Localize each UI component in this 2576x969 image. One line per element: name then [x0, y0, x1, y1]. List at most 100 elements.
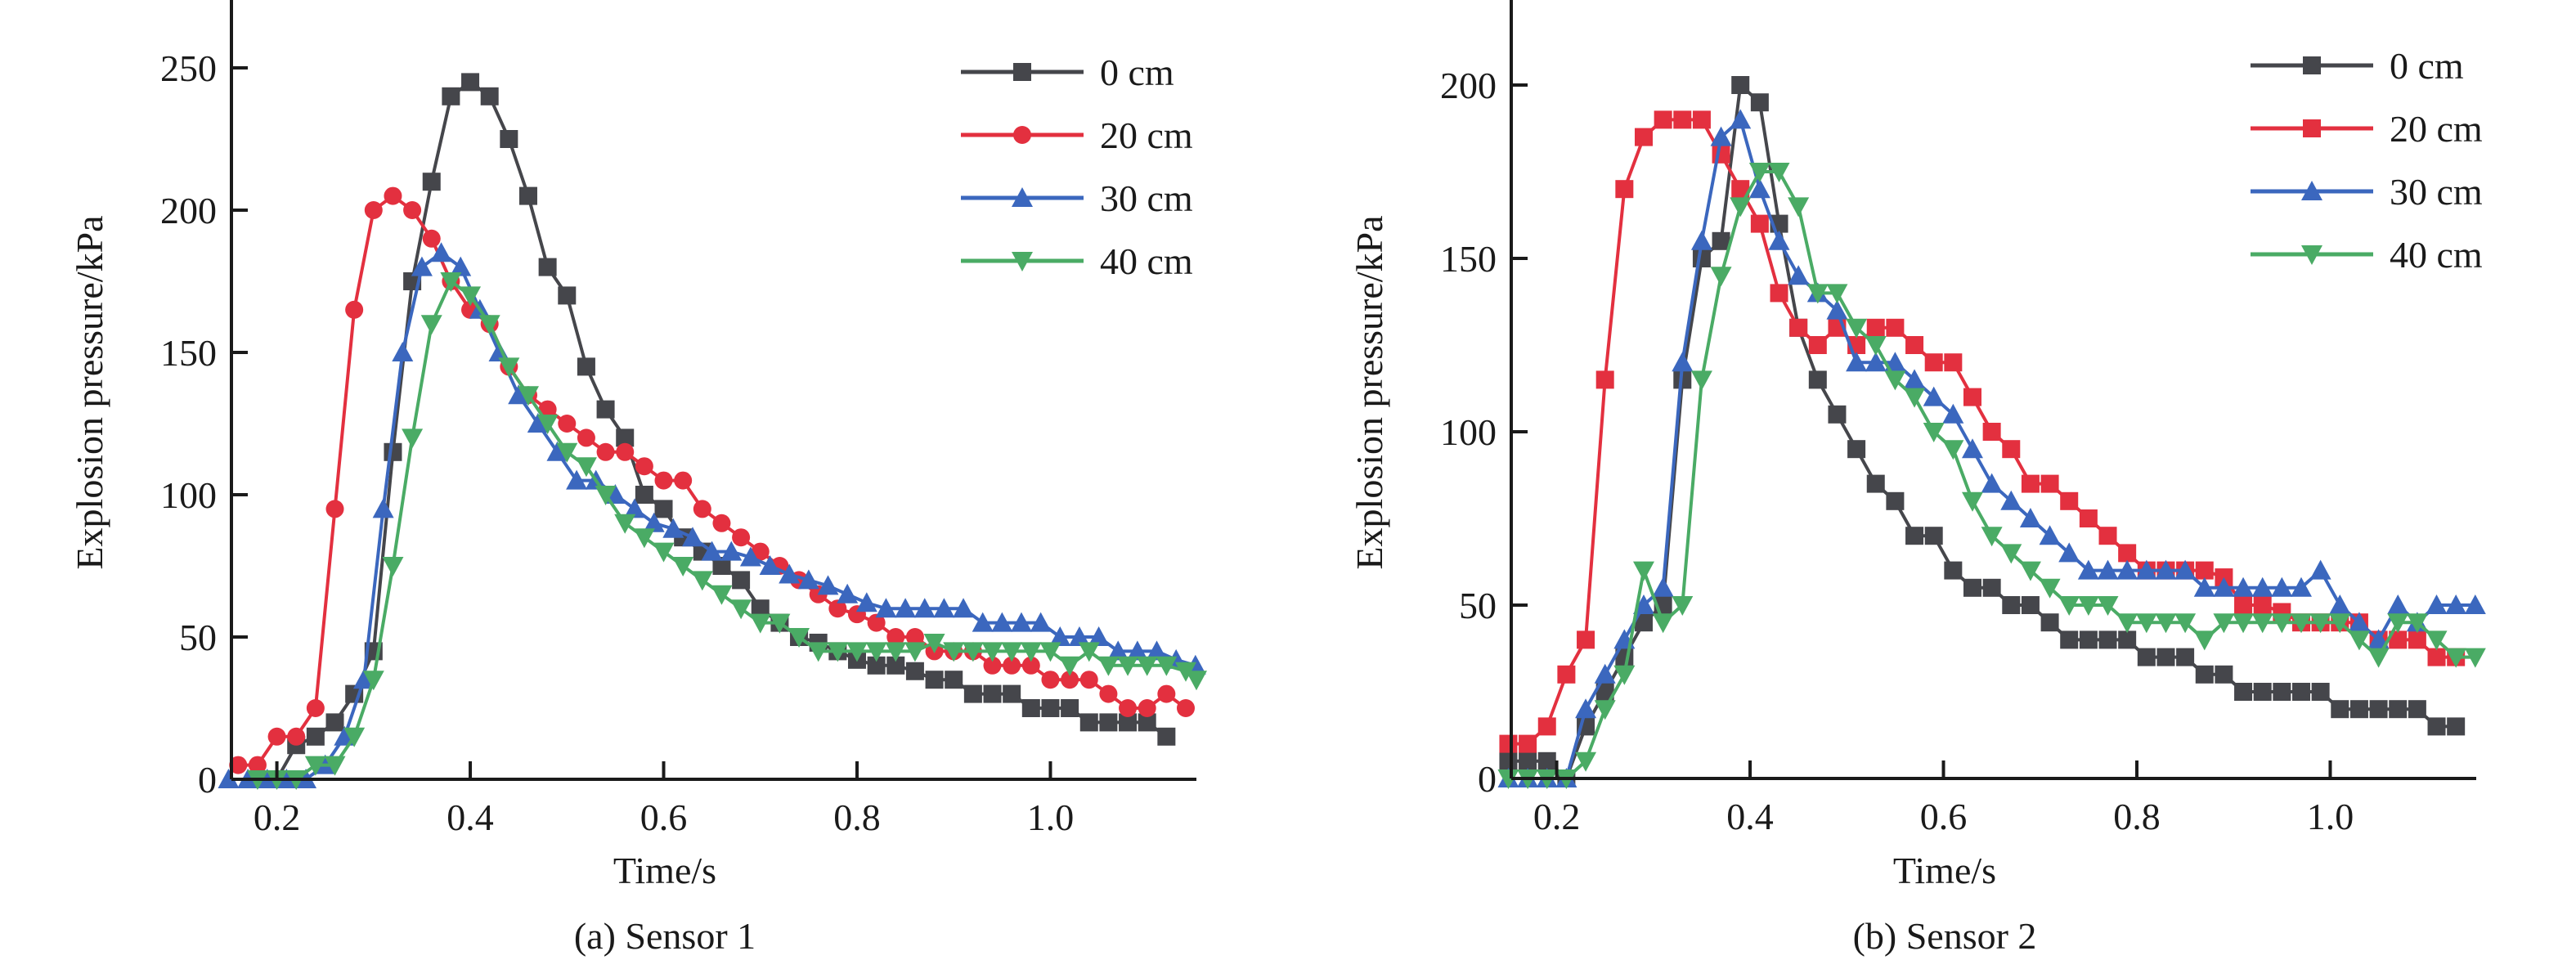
data-point [1847, 440, 1866, 459]
data-point [1886, 491, 1905, 510]
data-point [1003, 656, 1021, 675]
data-point [1961, 438, 1983, 459]
data-point [867, 656, 886, 675]
data-point [1078, 642, 1100, 662]
data-point [2387, 594, 2409, 614]
legend-marker [1012, 187, 1033, 207]
data-point [596, 400, 615, 419]
data-point [2058, 542, 2080, 563]
data-point [1138, 713, 1156, 732]
x-tick-label: 0.4 [1726, 796, 1774, 837]
series-20-cm [229, 186, 1195, 774]
data-point [807, 642, 829, 662]
legend-marker [1013, 63, 1031, 81]
data-point [2329, 613, 2351, 634]
data-point [1001, 642, 1023, 662]
data-point [420, 315, 442, 335]
data-point [566, 469, 588, 490]
data-point [1079, 713, 1098, 732]
legend-item: 40 cm [2251, 234, 2483, 276]
data-point [1828, 405, 1847, 424]
data-point [411, 256, 433, 276]
data-point [2019, 508, 2041, 527]
data-point [2447, 717, 2466, 736]
data-point [2464, 648, 2486, 668]
legend-marker [2303, 56, 2321, 74]
data-point [616, 428, 635, 447]
data-point [498, 357, 520, 378]
data-point [2408, 700, 2426, 719]
data-point [1174, 662, 1196, 682]
data-point [886, 628, 905, 646]
data-point [440, 272, 462, 292]
x-tick-label: 0.8 [2113, 796, 2161, 837]
data-point [2021, 474, 2040, 493]
data-point [372, 498, 394, 518]
data-point [2389, 630, 2408, 649]
data-point [1963, 388, 1981, 406]
x-ticks: 0.2 0.4 0.6 0.8 1.0 [1533, 760, 2354, 837]
data-point [2021, 596, 2040, 614]
data-point [1099, 713, 1118, 732]
data-point [1826, 299, 1848, 320]
data-point [1088, 626, 1110, 646]
y-axis-title: Explosion pressure/kPa [1349, 215, 1390, 569]
data-point [662, 518, 684, 538]
legend-item: 0 cm [961, 52, 1174, 93]
data-point [1156, 656, 1178, 676]
data-point [846, 642, 868, 662]
x-axis-title: Time/s [613, 850, 716, 891]
data-point [1186, 671, 1207, 691]
data-point [1061, 671, 1079, 689]
data-point [1010, 612, 1032, 632]
y-ticks: 0 50 100 150 200 [1440, 65, 1528, 800]
data-point [2060, 491, 2079, 510]
data-point [797, 569, 819, 590]
series-layer [218, 73, 1207, 790]
data-point [2445, 648, 2467, 668]
data-point [2135, 613, 2157, 634]
data-point [1146, 640, 1168, 661]
data-point [287, 727, 306, 746]
data-point [1904, 369, 1926, 389]
data-point [1981, 473, 2003, 493]
data-point [364, 201, 383, 219]
data-point [1652, 613, 1674, 634]
data-point [1710, 126, 1732, 146]
data-point [614, 514, 636, 534]
data-point [933, 598, 955, 618]
data-point [2079, 509, 2098, 527]
data-point [1923, 386, 1945, 406]
data-point [943, 642, 965, 662]
data-point [1692, 249, 1711, 267]
legend-item: 20 cm [961, 114, 1193, 156]
data-point [1634, 128, 1653, 146]
data-point [749, 613, 771, 634]
data-point [1750, 214, 1769, 233]
y-tick-label: 150 [160, 332, 217, 374]
panel-caption: (b) Sensor 2 [1853, 915, 2037, 957]
data-point [2349, 700, 2368, 719]
data-point [905, 662, 924, 680]
data-point [681, 527, 703, 547]
y-tick-label: 200 [160, 190, 217, 231]
data-point [2097, 559, 2119, 580]
data-point [828, 599, 847, 618]
legend-label: 0 cm [2390, 45, 2464, 87]
data-point [1557, 665, 1576, 684]
data-point [712, 514, 731, 532]
legend-label: 40 cm [2390, 234, 2483, 276]
data-point [1692, 110, 1711, 129]
data-point [546, 441, 568, 461]
data-point [1097, 656, 1120, 676]
data-point [1730, 197, 1752, 218]
data-point [1652, 576, 1674, 597]
data-point [1690, 230, 1712, 250]
data-point [1003, 684, 1021, 703]
data-point [1632, 561, 1654, 581]
data-point [2176, 648, 2195, 666]
data-point [517, 386, 539, 406]
series-line [1508, 118, 2457, 746]
chart-panel-sensor-2: 0 50 100 150 200 0.2 0.4 0.6 0.8 1.0 Explosion p… [1349, 0, 2486, 957]
data-point [1119, 713, 1138, 732]
